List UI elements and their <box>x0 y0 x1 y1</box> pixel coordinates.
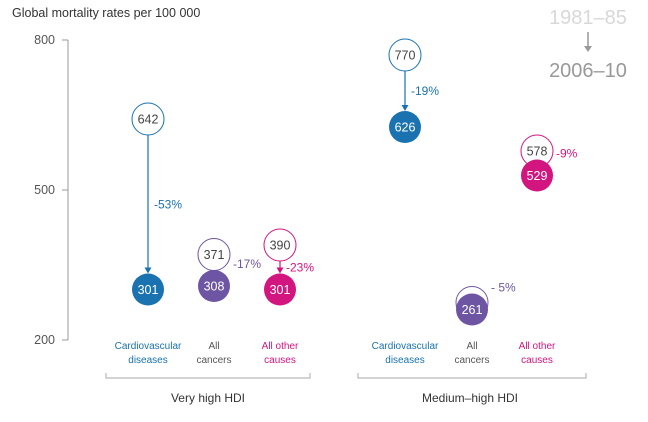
legend-arrow-head <box>584 46 592 52</box>
end-circle <box>198 270 230 302</box>
end-circle <box>456 293 488 326</box>
category-label: diseases <box>385 355 424 366</box>
group-bracket <box>105 373 311 379</box>
end-circle <box>521 159 553 192</box>
category-label: cancers <box>454 355 489 366</box>
group-label: Medium–high HDI <box>422 391 518 405</box>
category-label: Cardiovascular <box>115 341 182 352</box>
start-value-label: 390 <box>270 239 291 253</box>
group-label: Very high HDI <box>171 391 245 405</box>
end-value-label: 261 <box>462 303 483 317</box>
end-value-label: 301 <box>270 283 291 297</box>
start-value-label: 642 <box>138 113 159 127</box>
change-label: - 5% <box>491 281 516 295</box>
group-very-high-hdi: -53% 642 301 Cardiovascular diseases -17% 371 3… <box>105 102 314 405</box>
legend: 1981–85 2006–10 <box>549 7 627 82</box>
change-label: -9% <box>556 147 578 161</box>
change-arrow-head <box>401 105 409 111</box>
end-circle <box>132 273 164 306</box>
group-medium-high-hdi: -19% 770 626 Cardiovascular diseases - 5% 261 A… <box>357 38 587 405</box>
start-value-label: 578 <box>527 145 548 159</box>
category-label: causes <box>264 355 296 366</box>
change-label: -19% <box>411 84 439 98</box>
y-ticks: 800 500 200 <box>34 33 68 347</box>
end-value-label: 301 <box>138 283 159 297</box>
end-value-label: 308 <box>204 280 225 294</box>
change-label: -53% <box>154 197 182 211</box>
end-value-label: 529 <box>527 169 548 183</box>
category-label: causes <box>521 355 553 366</box>
group-bracket <box>357 373 587 379</box>
change-arrow-head <box>144 267 152 274</box>
end-circle <box>264 273 296 306</box>
start-circle <box>388 38 422 72</box>
category-label: diseases <box>128 355 167 366</box>
start-value-label: 770 <box>395 49 416 63</box>
category-label: All other <box>519 341 556 352</box>
start-circle <box>263 228 297 262</box>
change-arrow-head <box>276 267 284 274</box>
end-circle <box>389 111 421 143</box>
start-circle <box>131 102 165 136</box>
chart-marks: -53% 642 301 Cardiovascular diseases -17% 371 3… <box>105 38 587 405</box>
category-label: All <box>466 341 477 352</box>
y-tick-label: 200 <box>34 333 55 347</box>
start-value-label: 371 <box>204 248 225 262</box>
chart-title: Global mortality rates per 100 000 <box>12 6 200 20</box>
change-label: -23% <box>286 260 314 274</box>
end-value-label: 626 <box>395 121 416 135</box>
y-tick-label: 500 <box>34 183 55 197</box>
change-label: -17% <box>233 257 261 271</box>
legend-end-label: 2006–10 <box>549 60 627 82</box>
legend-start-label: 1981–85 <box>549 7 627 29</box>
category-label: Cardiovascular <box>372 341 439 352</box>
category-label: All <box>208 341 219 352</box>
category-label: cancers <box>196 355 231 366</box>
category-label: All other <box>262 341 299 352</box>
y-tick-label: 800 <box>34 33 55 47</box>
